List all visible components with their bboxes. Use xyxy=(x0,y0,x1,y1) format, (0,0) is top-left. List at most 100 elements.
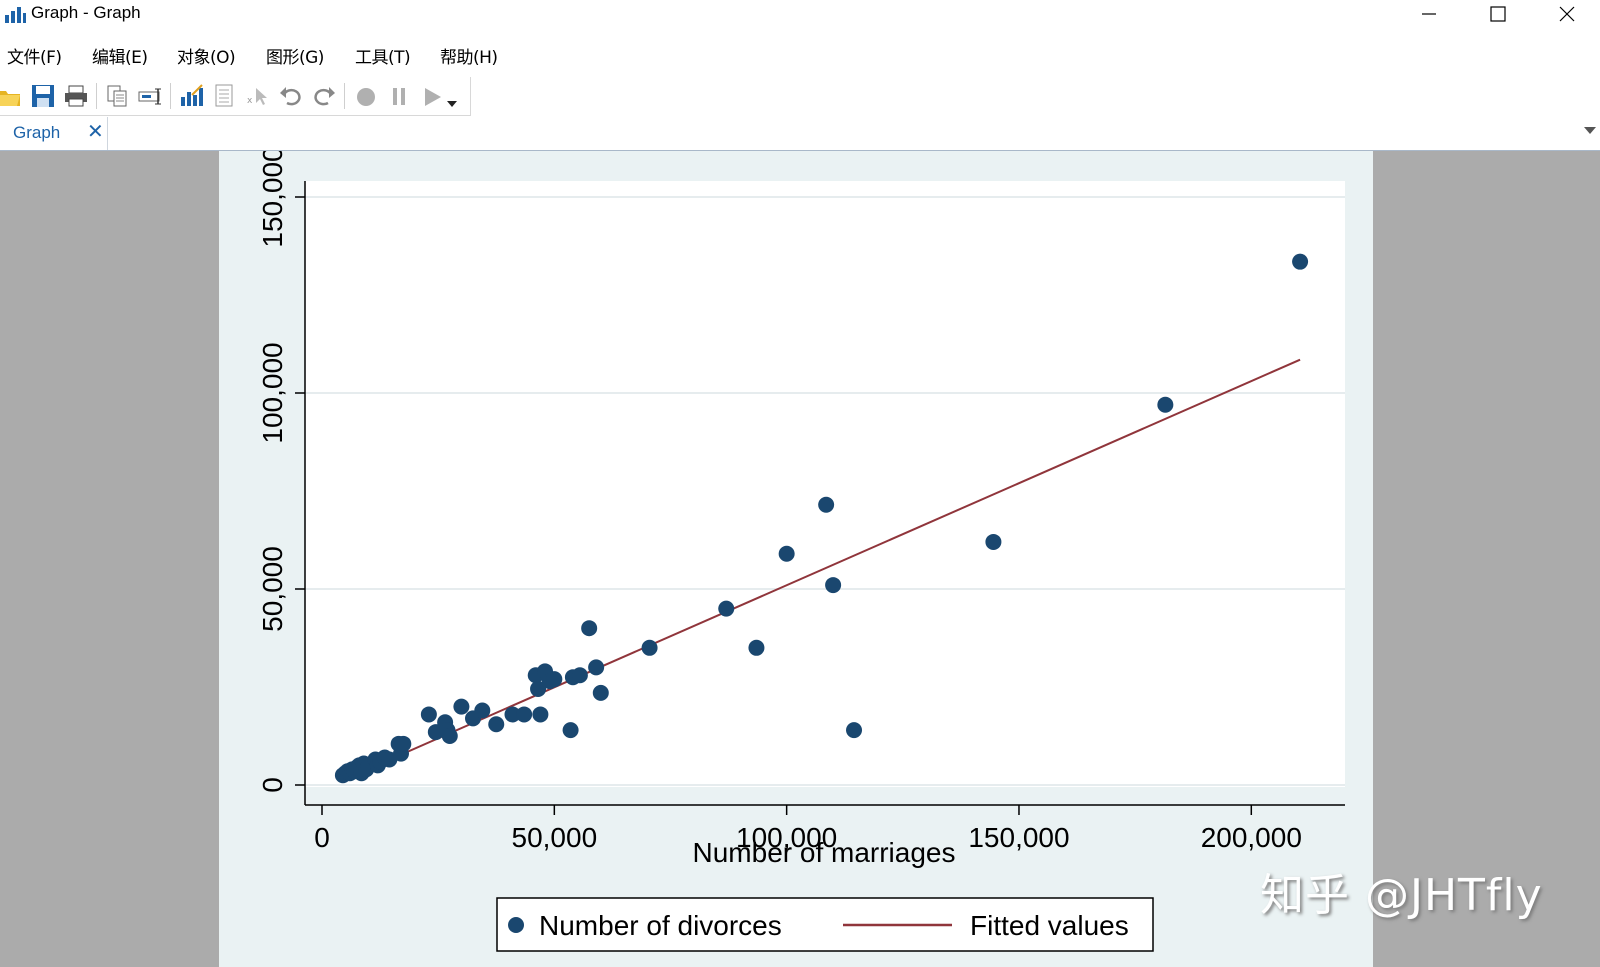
play-button[interactable] xyxy=(418,83,446,109)
minimize-button[interactable] xyxy=(1406,0,1452,28)
legend: Number of divorces Fitted values xyxy=(496,897,1154,952)
menu-graph[interactable]: 图形(G) xyxy=(266,48,324,68)
pause-icon xyxy=(393,88,405,105)
open-button[interactable] xyxy=(0,83,24,109)
fitted-values-line xyxy=(344,358,1301,781)
data-point xyxy=(985,533,1002,550)
print-button[interactable] xyxy=(62,83,90,109)
y-tick-label: 0 xyxy=(257,777,288,793)
data-point xyxy=(562,722,579,739)
plot-region xyxy=(305,181,1345,787)
maximize-icon xyxy=(1490,6,1506,22)
data-point xyxy=(718,600,735,617)
save-icon xyxy=(32,85,54,107)
data-points xyxy=(334,253,1309,784)
data-point xyxy=(748,639,765,656)
data-point xyxy=(453,698,470,715)
x-tick-label: 0 xyxy=(314,822,330,853)
data-point xyxy=(395,735,412,752)
rename-icon xyxy=(138,88,161,105)
menu-help[interactable]: 帮助(H) xyxy=(440,48,498,68)
redo-icon xyxy=(314,87,335,106)
menu-edit[interactable]: 编辑(E) xyxy=(92,48,148,68)
save-button[interactable] xyxy=(29,83,57,109)
x-axis-label: Number of marriages xyxy=(693,837,956,868)
data-point xyxy=(846,722,863,739)
y-tick-label: 100,000 xyxy=(257,342,288,443)
data-point xyxy=(546,671,563,688)
play-dropdown-button[interactable] xyxy=(444,83,462,109)
tab-graph[interactable]: Graph ✕ xyxy=(0,117,108,150)
data-point xyxy=(516,706,533,723)
graph-editor-icon xyxy=(181,84,203,106)
legend-marker-icon xyxy=(508,917,524,933)
data-point xyxy=(641,639,658,656)
title-bar: Graph - Graph xyxy=(0,0,1600,28)
play-icon xyxy=(425,88,441,106)
data-point xyxy=(474,702,491,719)
grid-lines xyxy=(305,196,1345,786)
x-tick-label: 200,000 xyxy=(1201,822,1302,853)
stata-graph-icon xyxy=(5,7,26,23)
svg-text:x: x xyxy=(247,96,253,106)
x-tick-label: 150,000 xyxy=(968,822,1069,853)
tab-list-dropdown-icon[interactable] xyxy=(1584,127,1596,134)
maximize-button[interactable] xyxy=(1475,0,1521,28)
axes: 0 50,000 100,000 150,000 200,000 0 50,000 100,0… xyxy=(257,151,1345,853)
menu-tools[interactable]: 工具(T) xyxy=(355,48,411,68)
close-button[interactable] xyxy=(1544,0,1590,28)
tab-strip: Graph ✕ xyxy=(0,117,1600,151)
toolbar-separator xyxy=(170,83,171,109)
data-point xyxy=(420,706,437,723)
dropdown-icon xyxy=(447,101,457,107)
legend-label-fitted: Fitted values xyxy=(970,910,1129,941)
rename-button[interactable] xyxy=(137,83,165,109)
print-icon xyxy=(65,85,87,107)
toolbar: x xyxy=(0,77,471,116)
close-icon xyxy=(1559,6,1575,22)
data-point xyxy=(581,620,598,637)
scatter-plot: 0 50,000 100,000 150,000 200,000 0 50,000 100,0… xyxy=(257,151,1345,952)
toolbar-separator xyxy=(96,83,97,109)
data-point xyxy=(530,680,547,697)
menu-object[interactable]: 对象(O) xyxy=(177,48,236,68)
undo-icon xyxy=(280,87,301,106)
pointer-button[interactable]: x xyxy=(244,83,272,109)
copy-icon xyxy=(107,85,127,107)
minimize-icon xyxy=(1422,13,1436,15)
data-editor-icon xyxy=(215,84,233,107)
y-tick-label: 50,000 xyxy=(257,546,288,632)
data-point xyxy=(825,577,842,594)
data-point xyxy=(818,496,835,513)
graph-workspace: 0 50,000 100,000 150,000 200,000 0 50,000 100,0… xyxy=(0,151,1600,967)
data-point xyxy=(778,545,795,562)
legend-label-divorces: Number of divorces xyxy=(539,910,782,941)
data-editor-button[interactable] xyxy=(211,83,239,109)
data-point xyxy=(504,706,521,723)
copy-button[interactable] xyxy=(104,83,132,109)
menu-file[interactable]: 文件(F) xyxy=(7,48,62,68)
data-point xyxy=(588,659,605,676)
x-tick-label: 50,000 xyxy=(512,822,598,853)
data-point xyxy=(592,684,609,701)
menu-bar: 文件(F) 编辑(E) 对象(O) 图形(G) 工具(T) 帮助(H) xyxy=(0,40,1600,70)
redo-button[interactable] xyxy=(310,83,338,109)
data-point xyxy=(441,728,458,744)
data-point xyxy=(1292,253,1309,270)
graph-canvas: 0 50,000 100,000 150,000 200,000 0 50,000 100,0… xyxy=(219,151,1373,967)
y-tick-label: 150,000 xyxy=(257,151,288,248)
data-point xyxy=(1157,396,1174,413)
legend-box xyxy=(496,897,1154,952)
window-title: Graph - Graph xyxy=(31,3,141,22)
record-button[interactable] xyxy=(352,83,380,109)
tab-close-icon[interactable]: ✕ xyxy=(87,119,104,143)
data-point xyxy=(532,706,549,723)
undo-button[interactable] xyxy=(277,83,305,109)
data-point xyxy=(571,667,588,684)
graph-editor-button[interactable] xyxy=(178,83,206,109)
toolbar-separator xyxy=(344,83,345,109)
open-icon xyxy=(0,91,20,106)
watermark-text: 知乎 @JHTfly xyxy=(1260,870,1543,921)
x-tick-label: 100,000 xyxy=(736,822,837,853)
pause-button[interactable] xyxy=(385,83,413,109)
